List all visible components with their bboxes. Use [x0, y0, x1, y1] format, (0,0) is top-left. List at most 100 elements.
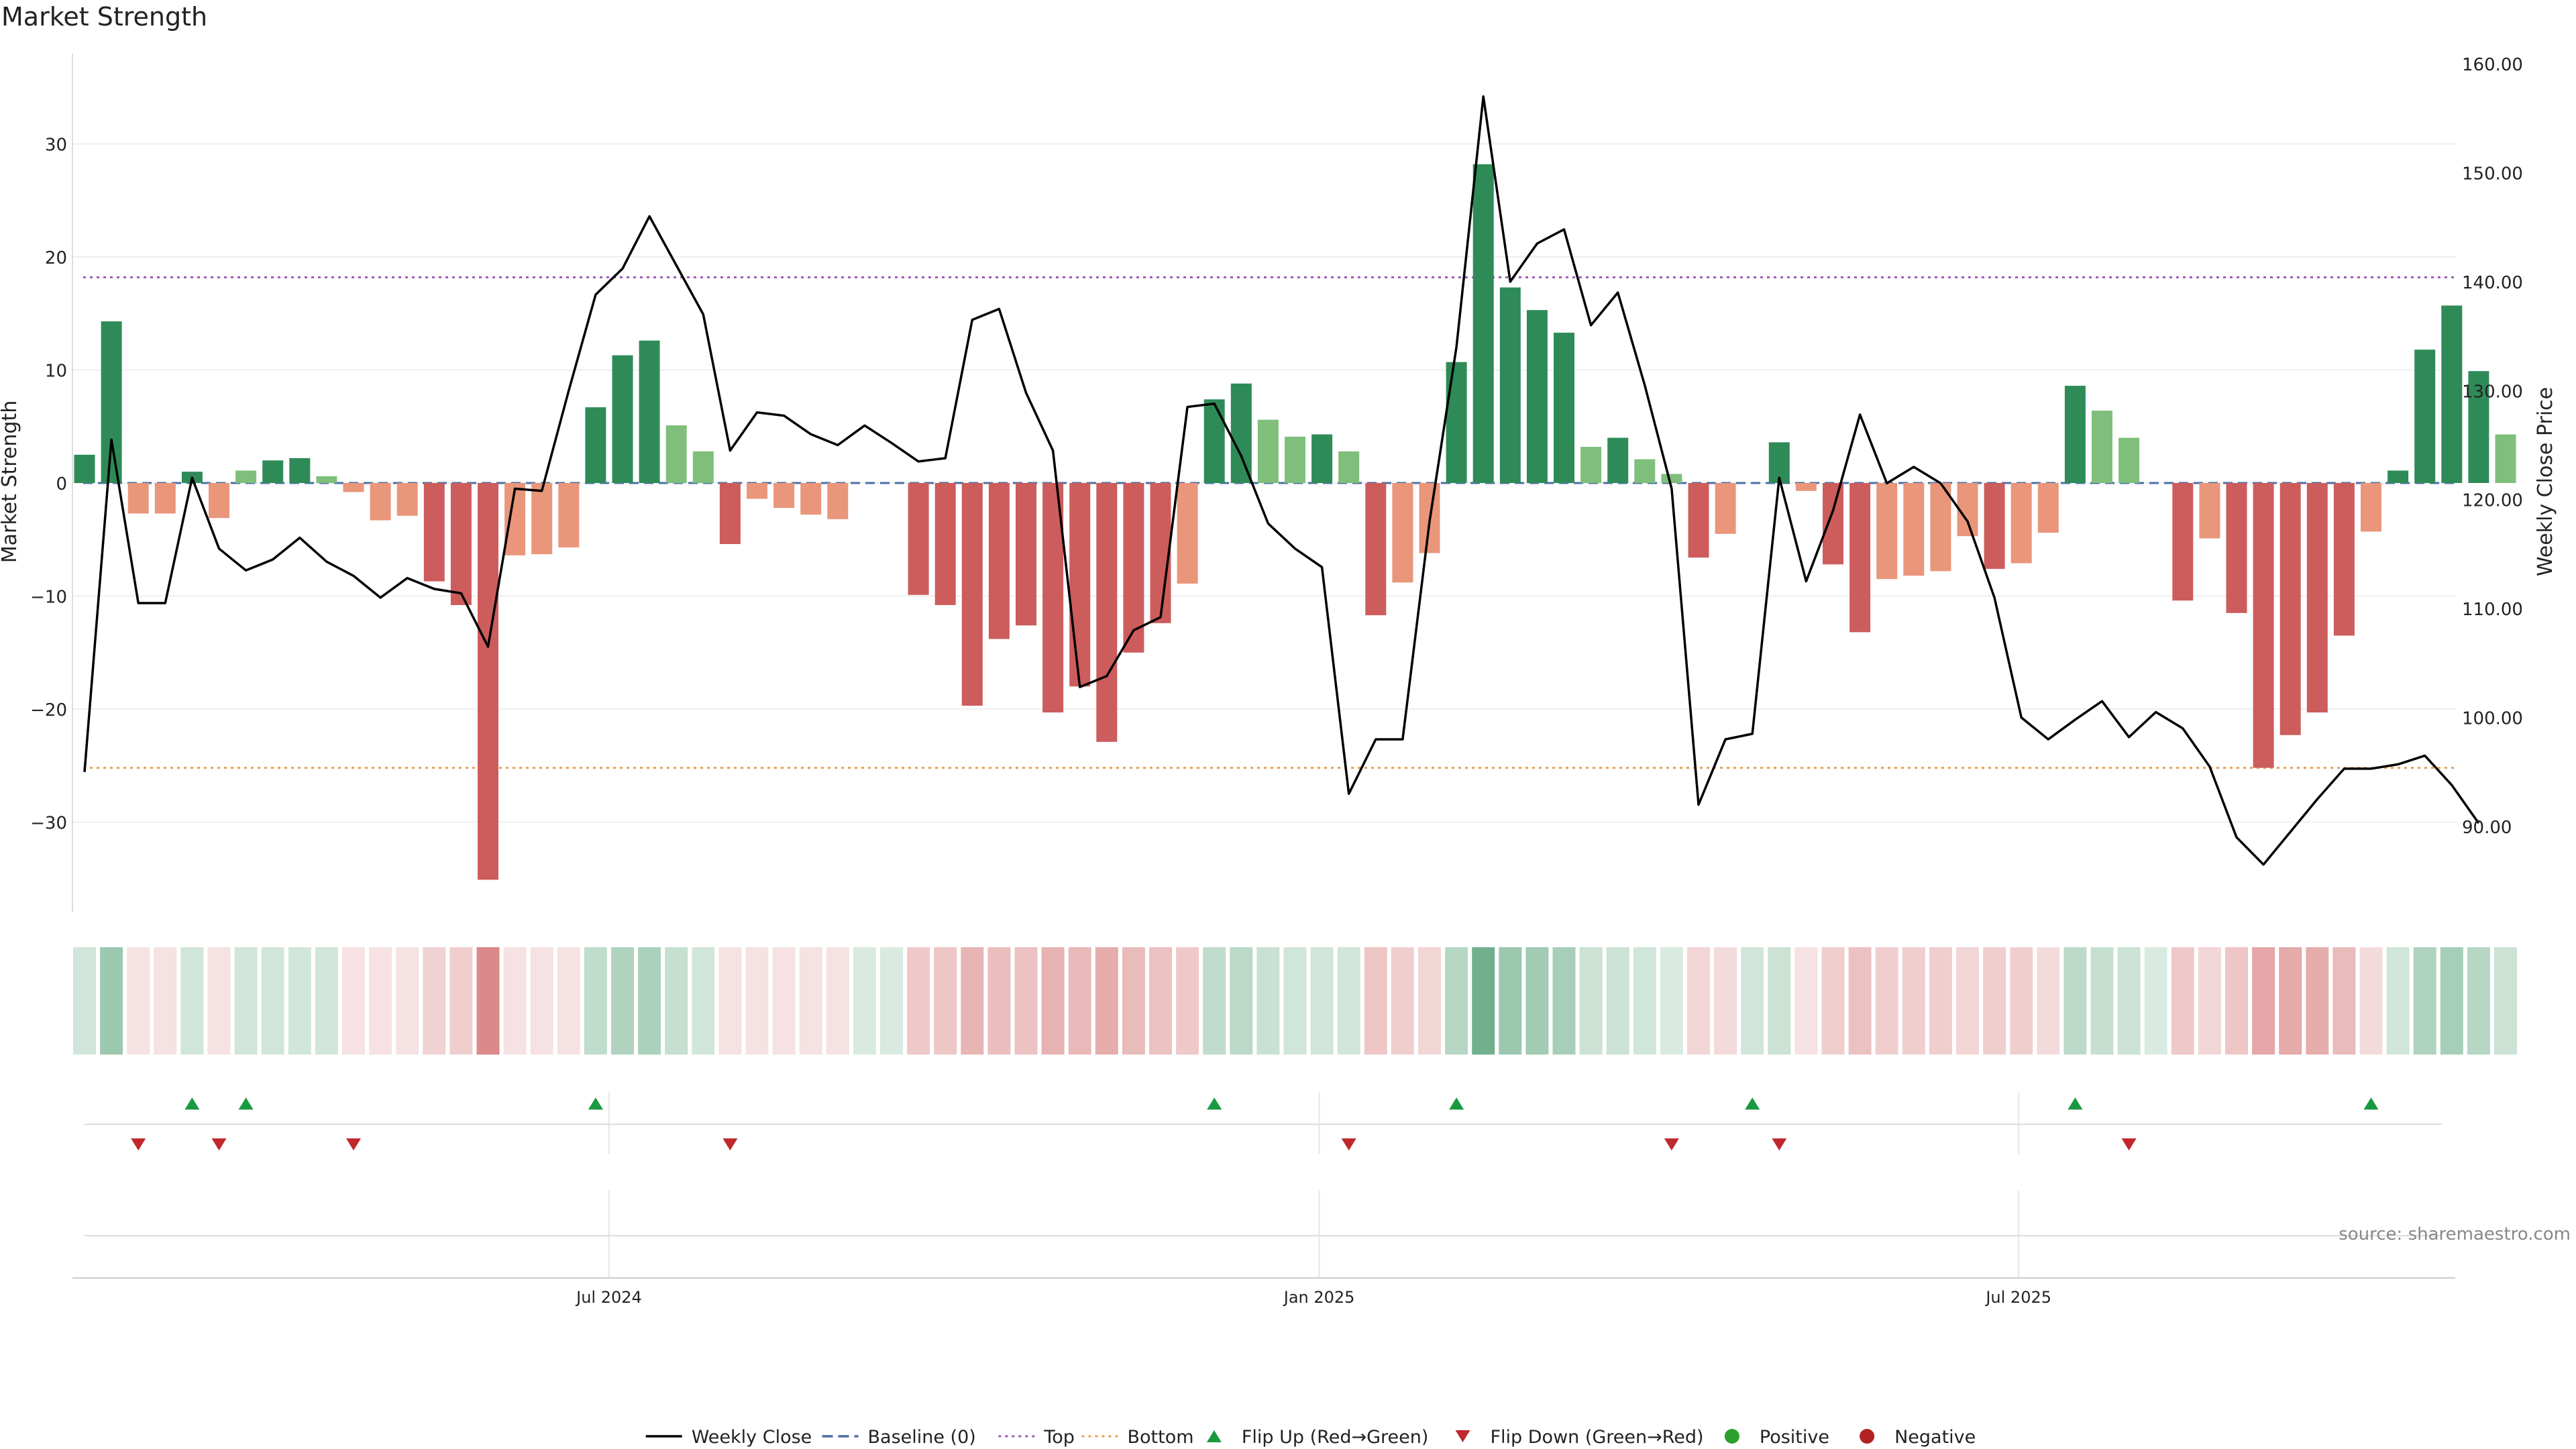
- heat-cell: [154, 947, 177, 1055]
- heat-cell: [1741, 947, 1764, 1055]
- heatmap-strip: [73, 947, 2517, 1055]
- strength-bar: [961, 483, 983, 706]
- heat-cell: [1929, 947, 1952, 1055]
- strength-bar: [1795, 483, 1817, 491]
- strength-bar: [1446, 362, 1467, 483]
- legend-swatch: [1724, 1429, 1739, 1444]
- heat-cell: [1875, 947, 1898, 1055]
- flip-up-marker: [184, 1097, 200, 1110]
- strength-bar: [1311, 434, 1333, 483]
- heat-cell: [1687, 947, 1710, 1055]
- strength-bar: [531, 483, 553, 555]
- heat-cell: [2494, 947, 2517, 1055]
- strength-bar: [2387, 470, 2409, 483]
- strength-bar: [1607, 437, 1629, 483]
- y2-axis-label: Weekly Close Price: [2534, 387, 2557, 576]
- strength-bar: [827, 483, 849, 519]
- heat-cell: [2467, 947, 2490, 1055]
- strength-bar: [2333, 483, 2355, 636]
- strength-bar: [235, 470, 257, 483]
- strength-bar: [665, 425, 687, 483]
- heat-cell: [2037, 947, 2060, 1055]
- strength-bar: [478, 483, 498, 880]
- heat-cell: [2252, 947, 2275, 1055]
- heat-cell: [934, 947, 957, 1055]
- heat-cell: [1176, 947, 1199, 1055]
- heat-cell: [449, 947, 473, 1055]
- strength-bar: [1876, 483, 1898, 580]
- flip-down-marker: [722, 1138, 738, 1150]
- grid-lines: [72, 143, 2455, 1278]
- heat-cell: [2198, 947, 2221, 1055]
- strength-bar: [2092, 411, 2112, 483]
- heat-cell: [799, 947, 822, 1055]
- strength-bar: [1230, 383, 1252, 483]
- heat-cell: [1848, 947, 1872, 1055]
- strength-bar: [154, 483, 176, 514]
- heat-cell: [2171, 947, 2194, 1055]
- strength-bar: [1016, 483, 1036, 626]
- strength-bar: [289, 458, 311, 483]
- heat-cell: [2332, 947, 2356, 1055]
- strength-bar: [1123, 483, 1144, 653]
- strength-bar: [450, 483, 472, 605]
- heat-cell: [288, 947, 311, 1055]
- flip-down-marker: [1341, 1138, 1356, 1150]
- heat-cell: [2063, 947, 2087, 1055]
- heat-cell: [1418, 947, 1441, 1055]
- flip-down-marker: [346, 1138, 361, 1150]
- legend-label: Negative: [1894, 1427, 1976, 1448]
- y-tick-label: 10: [45, 362, 67, 382]
- strength-bar: [1768, 442, 1790, 483]
- strength-bar: [639, 340, 660, 483]
- strength-bar: [2037, 483, 2059, 533]
- y2-tick-label: 110.00: [2462, 600, 2523, 620]
- heat-cell: [1041, 947, 1065, 1055]
- heat-cell: [1552, 947, 1576, 1055]
- strength-bars: [74, 164, 2516, 880]
- heat-cell: [1902, 947, 1925, 1055]
- heat-cell: [1606, 947, 1629, 1055]
- strength-bar: [908, 483, 929, 595]
- flip-up-marker: [588, 1097, 603, 1110]
- heat-cell: [1364, 947, 1387, 1055]
- legend-swatch: [1860, 1429, 1875, 1444]
- heat-cell: [1310, 947, 1334, 1055]
- strength-bar: [1392, 483, 1413, 583]
- flip-up-marker: [1449, 1097, 1464, 1110]
- heat-cell: [853, 947, 876, 1055]
- heat-cell: [1122, 947, 1145, 1055]
- strength-bar: [1984, 483, 2005, 570]
- heat-cell: [1714, 947, 1737, 1055]
- y-tick-label: 0: [56, 474, 67, 494]
- strength-bar: [1903, 483, 1925, 576]
- heat-cell: [1633, 947, 1656, 1055]
- strength-bar: [747, 483, 767, 499]
- legend-label: Top: [1043, 1427, 1075, 1448]
- flip-down-marker: [131, 1138, 146, 1150]
- heat-cell: [180, 947, 204, 1055]
- heat-cell: [638, 947, 661, 1055]
- heat-cell: [1821, 947, 1845, 1055]
- strength-bar: [209, 483, 229, 519]
- heat-cell: [1014, 947, 1038, 1055]
- strength-bar: [1580, 447, 1602, 483]
- strength-bar: [1365, 483, 1387, 616]
- heat-cell: [1337, 947, 1360, 1055]
- strength-bar: [2226, 483, 2247, 613]
- heat-cell: [476, 947, 500, 1055]
- legend-label: Weekly Close: [692, 1427, 812, 1448]
- flip-up-marker: [238, 1097, 254, 1110]
- strength-bar: [2361, 483, 2381, 532]
- heat-cell: [1499, 947, 1522, 1055]
- legend-label: Flip Down (Green→Red): [1491, 1427, 1704, 1448]
- strength-bar: [1688, 483, 1709, 558]
- heat-cell: [234, 947, 258, 1055]
- heat-cell: [987, 947, 1011, 1055]
- strength-bar: [692, 451, 714, 483]
- y2-tick-label: 150.00: [2462, 164, 2523, 184]
- heat-cell: [73, 947, 96, 1055]
- heat-cell: [2117, 947, 2141, 1055]
- y-tick-label: 20: [45, 248, 67, 268]
- left-axis: 30 20 10 0 −10 −20 −30: [30, 54, 73, 912]
